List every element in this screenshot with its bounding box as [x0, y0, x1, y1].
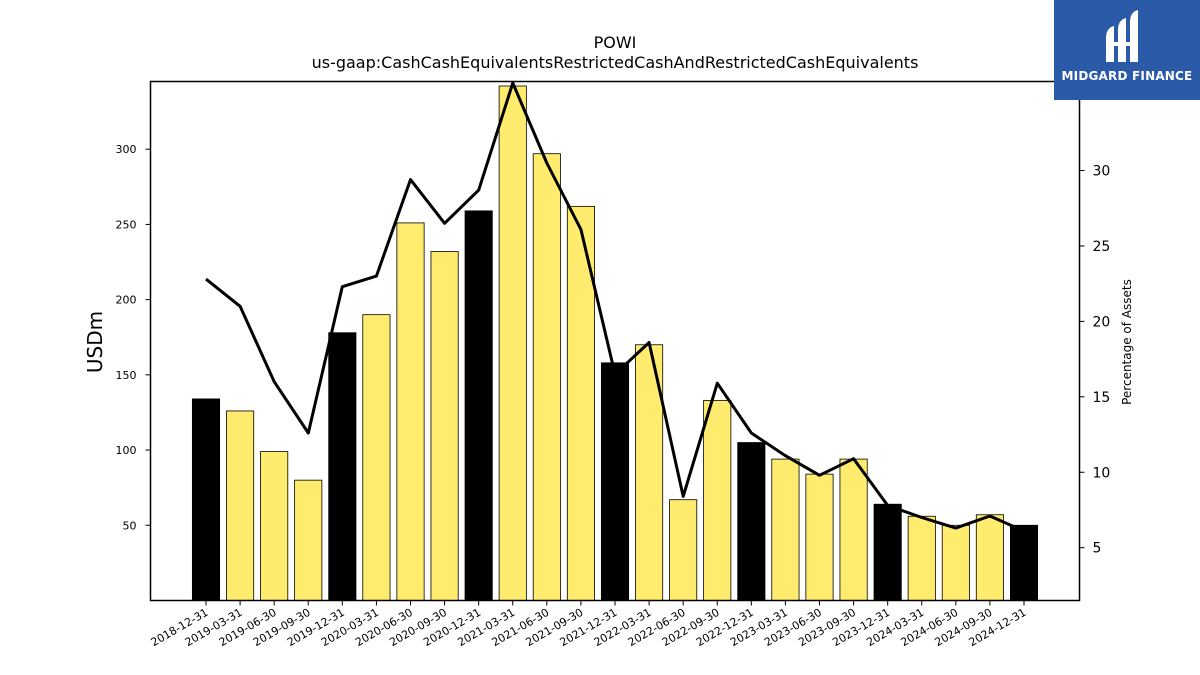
- y2-tick-label-10: 10: [1093, 465, 1111, 481]
- y-tick-label-100: 100: [116, 444, 137, 457]
- bar-2022-06-30: [669, 499, 698, 601]
- y-tick-label-250: 250: [116, 218, 137, 231]
- logo-text: MIDGARD FINANCE: [1061, 69, 1193, 83]
- y-tick-label-300: 300: [116, 143, 137, 156]
- bar-2020-09-30: [430, 251, 459, 601]
- chart-subtitle: us-gaap:CashCashEquivalentsRestrictedCas…: [312, 53, 919, 72]
- bars-layer: [191, 85, 1039, 601]
- bar-2022-12-31: [737, 442, 766, 601]
- bar-2020-06-30: [396, 222, 425, 601]
- midgard-logo-icon: [1106, 10, 1138, 62]
- y-axis-right: 5 10 15 20 25 30: [1079, 164, 1111, 557]
- bar-2024-06-30: [941, 524, 970, 601]
- y2-tick-label-25: 25: [1093, 239, 1111, 255]
- bar-2021-03-31: [498, 85, 527, 601]
- y2-axis-label: Percentage of Assets: [1120, 279, 1134, 405]
- y-tick-label-50: 50: [123, 519, 137, 532]
- bar-2024-03-31: [907, 515, 936, 601]
- line-layer: [205, 81, 1025, 533]
- x-axis: 2018-12-312019-03-312019-06-302019-09-30…: [149, 600, 1029, 649]
- bar-2018-12-31: [191, 398, 221, 601]
- bar-2020-03-31: [362, 314, 391, 601]
- bar-2019-03-31: [226, 410, 255, 601]
- y-tick-label-200: 200: [116, 294, 137, 307]
- y-axis-label: USDm: [83, 311, 107, 373]
- y-tick-label-150: 150: [116, 369, 137, 382]
- bar-2023-12-31: [873, 503, 902, 601]
- y2-tick-label-30: 30: [1093, 164, 1111, 180]
- bar-2022-09-30: [703, 400, 732, 601]
- midgard-finance-logo: MIDGARD FINANCE: [1054, 0, 1200, 100]
- chart-title: POWI: [594, 33, 637, 52]
- bar-2019-09-30: [294, 479, 323, 601]
- bar-2023-06-30: [805, 473, 834, 601]
- bar-2023-03-31: [771, 458, 800, 601]
- bar-2024-09-30: [975, 514, 1004, 601]
- bar-2023-09-30: [839, 458, 868, 601]
- y-axis-left: 50 100 150 200 250 300: [116, 143, 151, 532]
- bar-2020-12-31: [464, 210, 493, 601]
- y2-tick-label-5: 5: [1093, 541, 1102, 557]
- bar-2019-12-31: [328, 332, 357, 601]
- bar-2024-12-31: [1009, 524, 1039, 601]
- y2-tick-label-20: 20: [1093, 314, 1111, 330]
- y2-tick-label-15: 15: [1093, 390, 1111, 406]
- bar-2021-06-30: [532, 153, 561, 601]
- bar-2021-12-31: [600, 362, 630, 601]
- bar-2019-06-30: [260, 451, 289, 601]
